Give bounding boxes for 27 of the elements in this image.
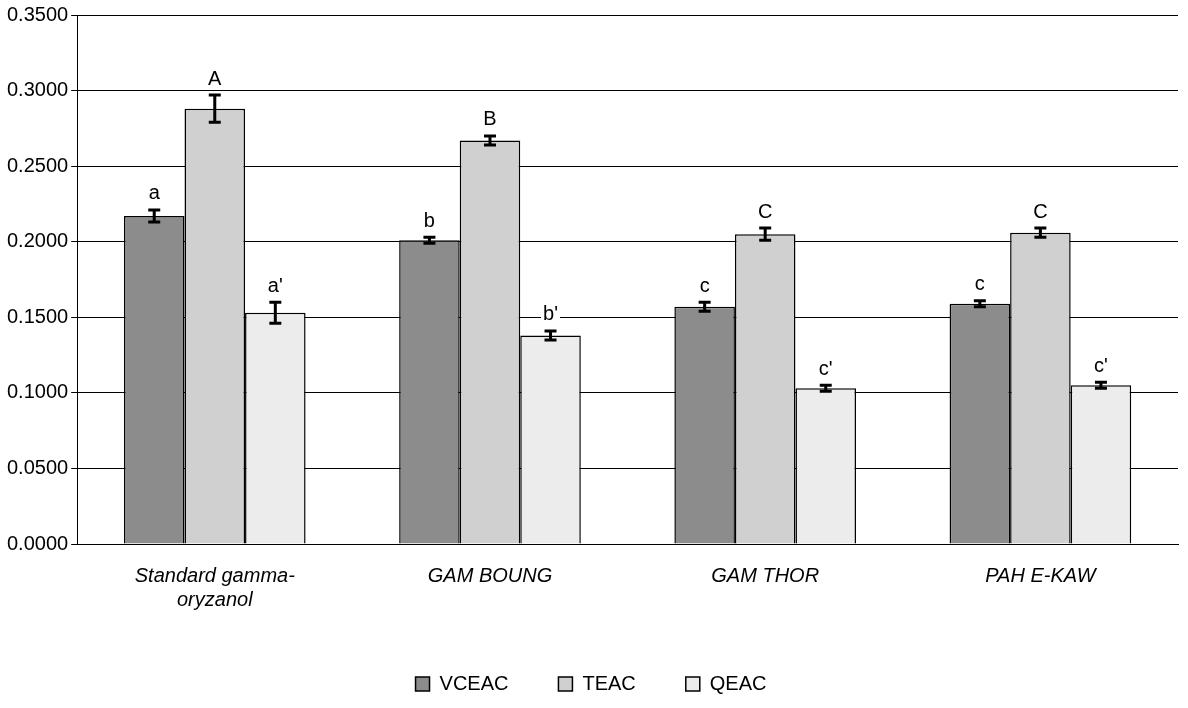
- x-tick-label: GAM BOUNG: [427, 563, 553, 586]
- data-label: c: [699, 273, 710, 296]
- x-tick-label: Standard gamma-oryzanol: [134, 563, 296, 610]
- data-label: C: [757, 199, 773, 222]
- data-label: a: [148, 181, 161, 204]
- data-label: A: [208, 66, 223, 89]
- legend-label: QEAC: [709, 671, 767, 694]
- y-tick-label: 0.1500: [7, 304, 69, 327]
- data-label: b: [423, 208, 435, 231]
- data-label: c': [1094, 353, 1108, 376]
- y-tick-label: 0.3500: [7, 2, 69, 25]
- y-tick-label: 0.2000: [7, 229, 69, 252]
- x-tick-label: GAM THOR: [711, 563, 820, 586]
- legend-label: VCEAC: [439, 671, 509, 694]
- y-tick-label: 0.1000: [7, 380, 69, 403]
- data-label: c: [974, 272, 985, 295]
- legend-label: TEAC: [582, 671, 636, 694]
- y-tick-label: 0.0500: [7, 455, 69, 478]
- y-tick-label: 0.0000: [7, 531, 69, 554]
- data-label: a': [267, 273, 283, 296]
- y-tick-label: 0.2500: [7, 153, 69, 176]
- data-label: C: [1033, 199, 1048, 222]
- data-label: b': [543, 302, 558, 325]
- data-label: c': [818, 356, 833, 379]
- data-label: B: [483, 107, 497, 130]
- y-tick-label: 0.3000: [7, 78, 69, 101]
- x-tick-label: PAH E-KAW: [985, 563, 1098, 586]
